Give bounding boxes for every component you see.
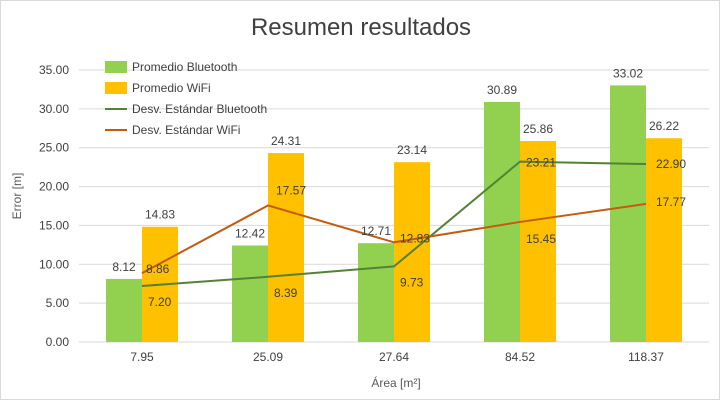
- line-data-label: 8.39: [274, 286, 298, 300]
- bar-data-label: 12.71: [361, 224, 391, 238]
- legend-entry: Desv. Estándar WiFi: [132, 123, 240, 137]
- y-tick-label: 35.00: [39, 63, 69, 77]
- y-tick-label: 15.00: [39, 218, 69, 232]
- y-tick-label: 25.00: [39, 141, 69, 155]
- legend-entry: Promedio Bluetooth: [132, 60, 237, 74]
- x-tick-label: 118.37: [628, 350, 664, 364]
- x-tick-label: 27.64: [379, 350, 409, 364]
- legend-entry: Desv. Estándar Bluetooth: [132, 102, 267, 116]
- legend-swatch: [105, 82, 127, 94]
- line-layer: [141, 160, 647, 288]
- x-tick-label: 7.95: [130, 350, 154, 364]
- bar-bluetooth: [232, 245, 268, 342]
- bar-bluetooth: [358, 243, 394, 342]
- y-tick-label: 5.00: [46, 296, 70, 310]
- bar-bluetooth: [106, 278, 142, 342]
- legend-swatch: [105, 61, 127, 73]
- line-data-label: 8.86: [146, 262, 170, 276]
- bar-data-label: 24.31: [271, 134, 301, 148]
- y-tick-label: 30.00: [39, 102, 69, 116]
- line-data-label: 12.83: [400, 231, 430, 245]
- y-tick-label: 0.00: [46, 335, 70, 349]
- x-tick-labels: 7.95 25.09 27.64 84.52 118.37: [130, 350, 664, 364]
- line-data-label: 15.45: [526, 232, 556, 246]
- bar-bluetooth: [610, 85, 646, 343]
- legend: Promedio Bluetooth Promedio WiFi Desv. Est…: [105, 60, 267, 137]
- line-wifi: [141, 202, 647, 275]
- y-axis-label: Error [m]: [10, 173, 24, 220]
- line-data-label: 23.21: [526, 156, 556, 170]
- bar-data-label: 8.12: [112, 260, 136, 274]
- chart-title: Resumen resultados: [251, 14, 471, 41]
- y-tick-label: 10.00: [39, 257, 69, 271]
- bar-data-label: 33.02: [613, 66, 643, 80]
- bar-data-label: 25.86: [523, 122, 553, 136]
- bar-wifi: [646, 138, 682, 342]
- x-tick-label: 84.52: [505, 350, 535, 364]
- line-data-label: 9.73: [400, 275, 424, 289]
- bar-wifi: [520, 141, 556, 342]
- bar-data-label: 23.14: [397, 143, 427, 157]
- x-tick-label: 25.09: [253, 350, 283, 364]
- line-data-label: 7.20: [148, 295, 172, 309]
- bar-data-label: 26.22: [649, 119, 679, 133]
- line-data-label: 17.57: [276, 183, 306, 197]
- data-labels: 8.12 12.42 12.71 30.89 33.02 14.83 24.31 23.14 2…: [112, 66, 686, 309]
- legend-entry: Promedio WiFi: [132, 81, 211, 95]
- y-tick-label: 20.00: [39, 180, 69, 194]
- x-axis-label: Área [m²]: [371, 375, 420, 390]
- line-bluetooth: [141, 160, 647, 288]
- line-data-label: 17.77: [656, 195, 686, 209]
- bar-data-label: 12.42: [235, 226, 265, 240]
- bar-data-label: 14.83: [145, 208, 175, 222]
- bar-wifi: [268, 153, 304, 342]
- bar-data-label: 30.89: [487, 83, 517, 97]
- y-tick-labels: 0.00 5.00 10.00 15.00 20.00 25.00 30.00 35.00: [39, 63, 69, 349]
- line-data-label: 22.90: [656, 157, 686, 171]
